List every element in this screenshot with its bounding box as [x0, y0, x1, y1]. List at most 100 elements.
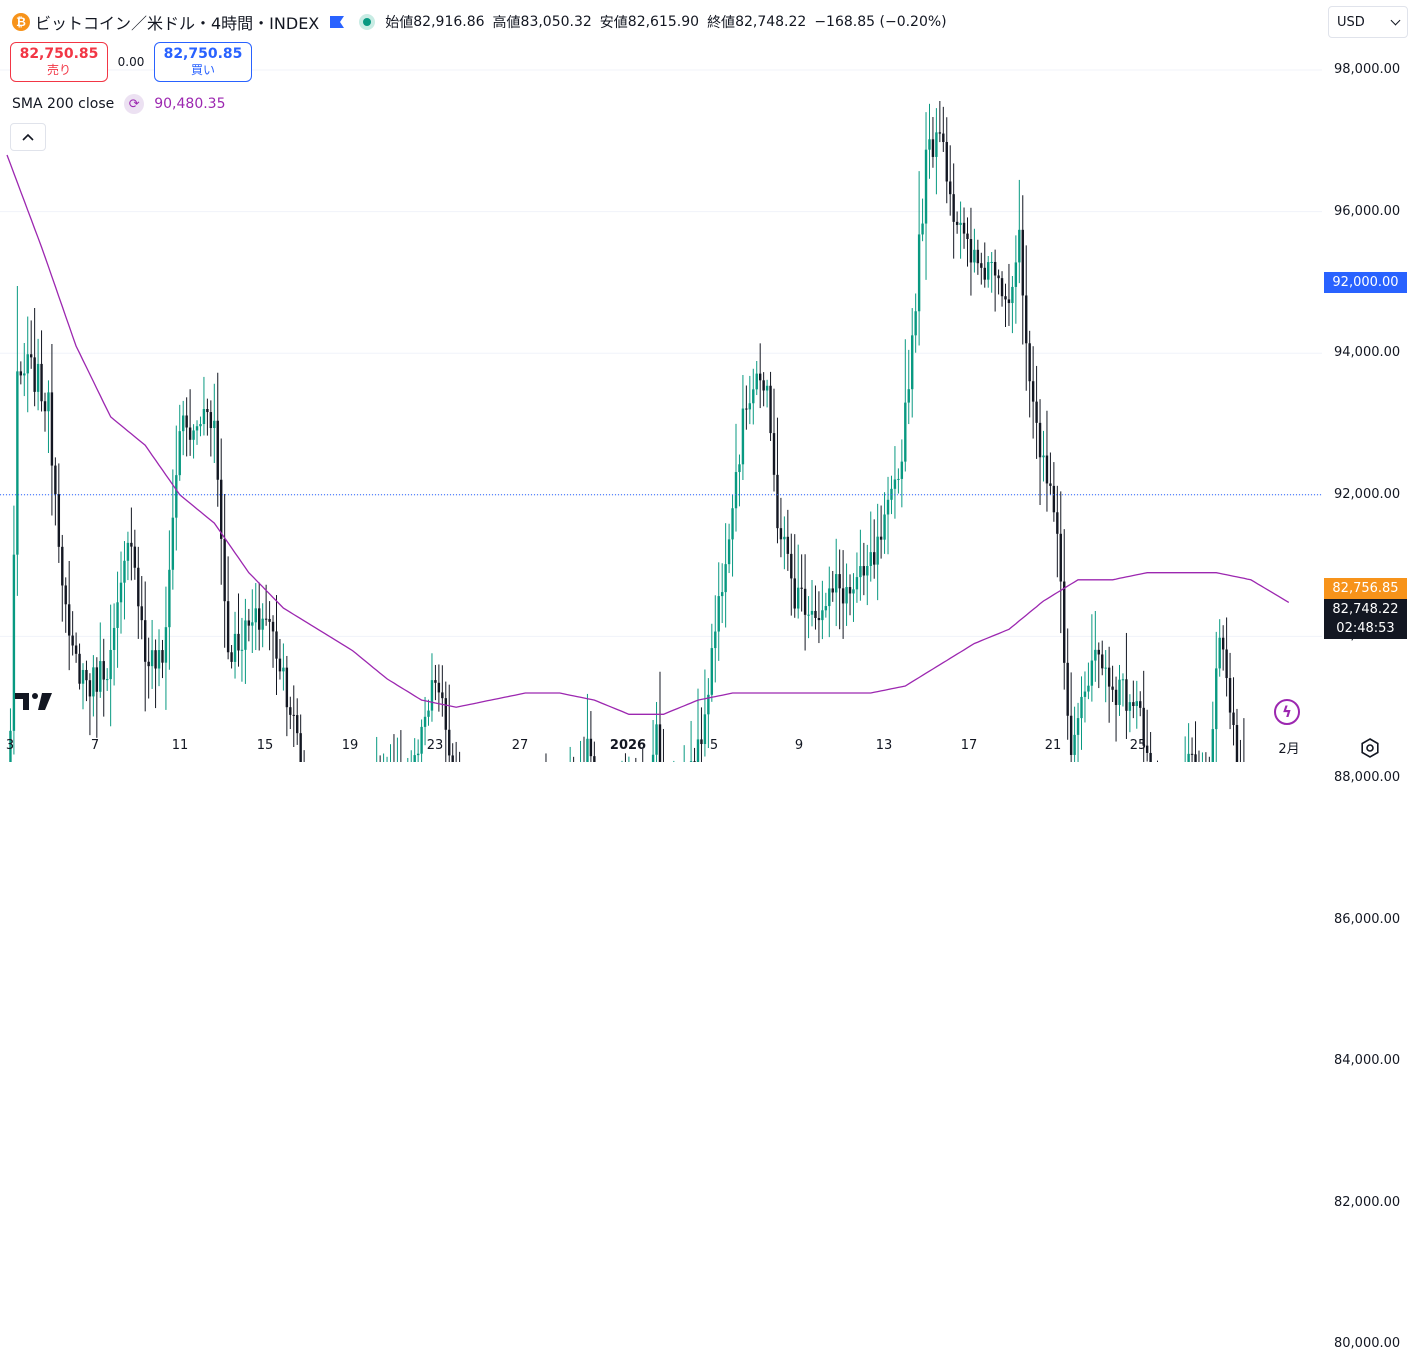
candle [195, 420, 199, 445]
collapse-legend-button[interactable] [10, 123, 46, 151]
candle [12, 505, 16, 755]
candle [828, 566, 831, 638]
candle [1215, 631, 1218, 762]
candle [731, 494, 734, 577]
candle [237, 593, 240, 667]
candle [226, 556, 230, 660]
candle [50, 344, 54, 516]
price-chart[interactable] [0, 0, 1413, 762]
flag-icon[interactable] [329, 15, 345, 29]
candle [434, 664, 437, 701]
candle [693, 747, 696, 762]
candle [1194, 721, 1197, 762]
candle [1073, 706, 1076, 762]
tradingview-logo-icon[interactable] [14, 690, 54, 712]
close-value: 82,748.22 [735, 14, 807, 30]
candle [1142, 670, 1145, 762]
candle [1031, 346, 1035, 439]
candle [36, 338, 40, 411]
candle [835, 538, 838, 627]
x-tick-label: 13 [875, 738, 893, 753]
candle [724, 523, 727, 628]
candle [1042, 430, 1045, 482]
candle [71, 611, 74, 656]
candle [116, 571, 119, 668]
candle [897, 468, 900, 494]
candle [185, 397, 188, 457]
candle [658, 671, 662, 762]
candle [379, 755, 381, 762]
candle [1208, 756, 1210, 762]
candle [758, 343, 762, 409]
candle [1205, 752, 1207, 762]
market-status-icon[interactable] [359, 14, 376, 30]
candle [268, 601, 271, 651]
candle [81, 663, 85, 710]
candle [1035, 365, 1038, 459]
candle [430, 653, 434, 722]
chevron-down-icon [1390, 15, 1401, 26]
candle [651, 719, 655, 762]
candle [1232, 677, 1235, 746]
candle [720, 563, 724, 624]
candle [900, 439, 904, 508]
lightning-icon[interactable]: ϟ [1274, 699, 1300, 725]
sma-indicator-legend[interactable]: SMA 200 close ⟳ 90,480.35 [12, 93, 226, 115]
buy-button[interactable]: 82,750.85 買い [154, 42, 252, 82]
candle [580, 740, 582, 762]
candle [1052, 462, 1056, 522]
candle [95, 657, 99, 738]
candle [1014, 235, 1018, 324]
candle [1107, 646, 1111, 723]
candle [769, 371, 772, 441]
currency-select[interactable]: USD [1328, 6, 1408, 38]
buy-price: 82,750.85 [163, 46, 243, 62]
refresh-icon[interactable]: ⟳ [124, 94, 145, 114]
symbol-title[interactable]: ビットコイン／米ドル・4時間・INDEX [35, 14, 320, 33]
open-value: 82,916.86 [413, 14, 485, 30]
x-tick-label: 11 [171, 738, 189, 753]
candle [911, 308, 914, 418]
candle [917, 171, 921, 346]
candle [707, 678, 710, 749]
candle [182, 400, 185, 456]
candle [251, 589, 254, 654]
low-value: 82,615.90 [627, 14, 700, 30]
candle [545, 753, 547, 762]
candle [727, 523, 731, 574]
price-marker-tag[interactable]: 92,000.00 [1324, 272, 1407, 293]
candle [803, 554, 807, 651]
candle [19, 361, 23, 385]
candle [64, 577, 67, 633]
candle [859, 529, 862, 601]
x-tick-label: 21 [1044, 738, 1062, 753]
candle [752, 368, 755, 425]
candle [1066, 628, 1069, 740]
candle [175, 425, 178, 551]
candle [296, 698, 299, 745]
candle [852, 573, 855, 622]
candle [271, 615, 275, 668]
candle [1007, 263, 1011, 326]
candle [407, 757, 409, 762]
x-tick-label: 25 [1129, 738, 1147, 753]
candle [800, 554, 803, 612]
candle [1118, 664, 1121, 716]
candle [1198, 750, 1200, 762]
candle [1076, 702, 1080, 762]
candle [140, 576, 143, 640]
x-tick-label: 9 [794, 738, 804, 753]
gear-icon[interactable] [1360, 738, 1380, 758]
sell-button[interactable]: 82,750.85 売り [10, 42, 108, 82]
candle [85, 660, 88, 702]
candle [40, 330, 43, 412]
candle [959, 201, 962, 259]
candle [16, 286, 19, 596]
sell-price: 82,750.85 [19, 46, 99, 62]
candle [303, 750, 305, 762]
candle [962, 207, 966, 249]
x-tick-label: 2026 [609, 738, 647, 753]
candle [1059, 491, 1062, 634]
candle [150, 619, 154, 689]
candle [74, 632, 78, 663]
